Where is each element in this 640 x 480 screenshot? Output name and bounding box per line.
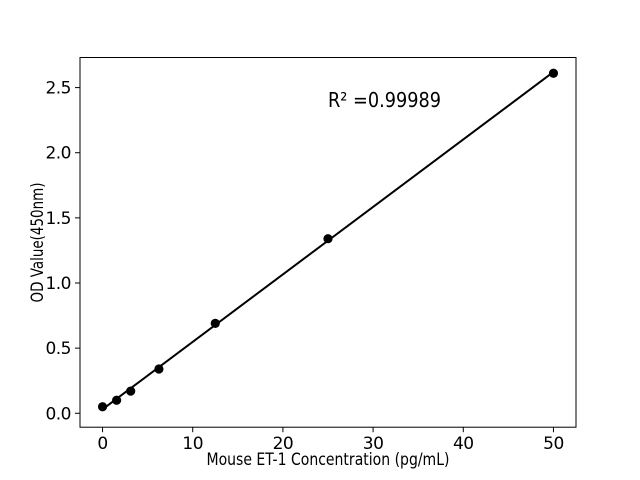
x-tick-label: 30 <box>363 434 384 454</box>
y-tick-label: 0.0 <box>45 404 71 424</box>
y-tick-label: 1.0 <box>45 274 71 294</box>
y-tick-label: 0.5 <box>45 339 71 359</box>
r-squared-annotation: R² =0.99989 <box>328 88 441 112</box>
y-tick-label: 1.5 <box>45 209 71 229</box>
x-tick-label: 20 <box>273 434 294 454</box>
x-axis-ticks: 0 10 20 30 40 50 <box>97 427 564 454</box>
data-point <box>210 318 220 328</box>
data-point <box>548 68 559 78</box>
x-tick-label: 0 <box>97 434 107 454</box>
data-series <box>97 68 559 412</box>
y-axis-label: OD Value(450nm) <box>28 183 48 303</box>
y-axis-ticks: 0.0 0.5 1.0 1.5 2.0 2.5 <box>45 79 80 424</box>
data-point <box>323 234 333 244</box>
y-tick-label: 2.5 <box>45 79 71 99</box>
plot-frame <box>79 57 577 428</box>
x-tick-label: 10 <box>182 434 203 454</box>
data-point <box>97 402 108 412</box>
x-tick-label: 50 <box>543 434 564 454</box>
data-point <box>154 364 164 374</box>
y-tick-label: 2.0 <box>45 144 71 164</box>
x-axis-label: Mouse ET-1 Concentration (pg/mL) <box>207 450 450 470</box>
data-point <box>126 386 136 396</box>
x-tick-label: 40 <box>453 434 474 454</box>
data-point <box>112 395 122 405</box>
